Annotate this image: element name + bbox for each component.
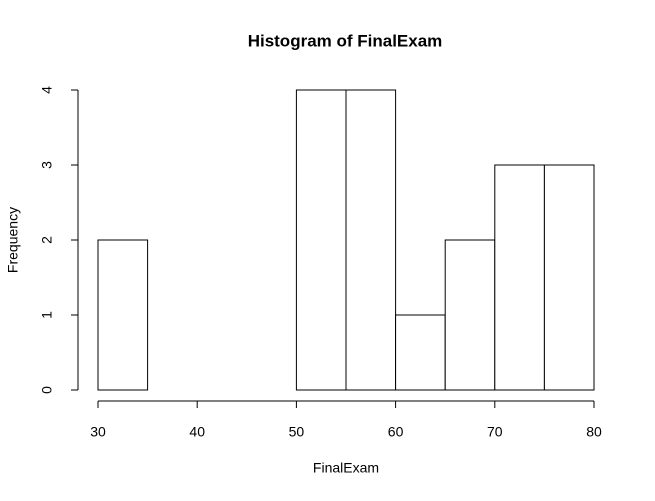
y-tick-label: 4 [39, 86, 55, 94]
bar [345, 89, 397, 391]
x-tick-label: 50 [289, 424, 305, 440]
bar [97, 239, 149, 391]
bar [543, 164, 595, 391]
y-tick-label: 3 [39, 161, 55, 169]
x-tick-label: 70 [487, 424, 503, 440]
y-tick-label: 1 [39, 311, 55, 319]
x-axis-label: FinalExam [313, 460, 379, 476]
x-tick-label: 60 [388, 424, 404, 440]
x-tick-label: 30 [90, 424, 106, 440]
x-tick-label: 80 [586, 424, 602, 440]
bar [444, 239, 496, 391]
y-tick-label: 2 [39, 236, 55, 244]
y-tick-label: 0 [39, 386, 55, 394]
bar [395, 314, 446, 391]
y-axis-label: Frequency [5, 207, 21, 273]
bar [494, 164, 545, 391]
x-tick-label: 40 [189, 424, 205, 440]
chart-title: Histogram of FinalExam [248, 31, 443, 50]
bar [295, 89, 347, 391]
